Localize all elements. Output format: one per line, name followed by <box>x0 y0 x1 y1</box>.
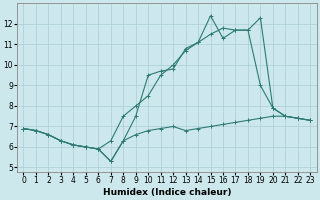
X-axis label: Humidex (Indice chaleur): Humidex (Indice chaleur) <box>103 188 231 197</box>
